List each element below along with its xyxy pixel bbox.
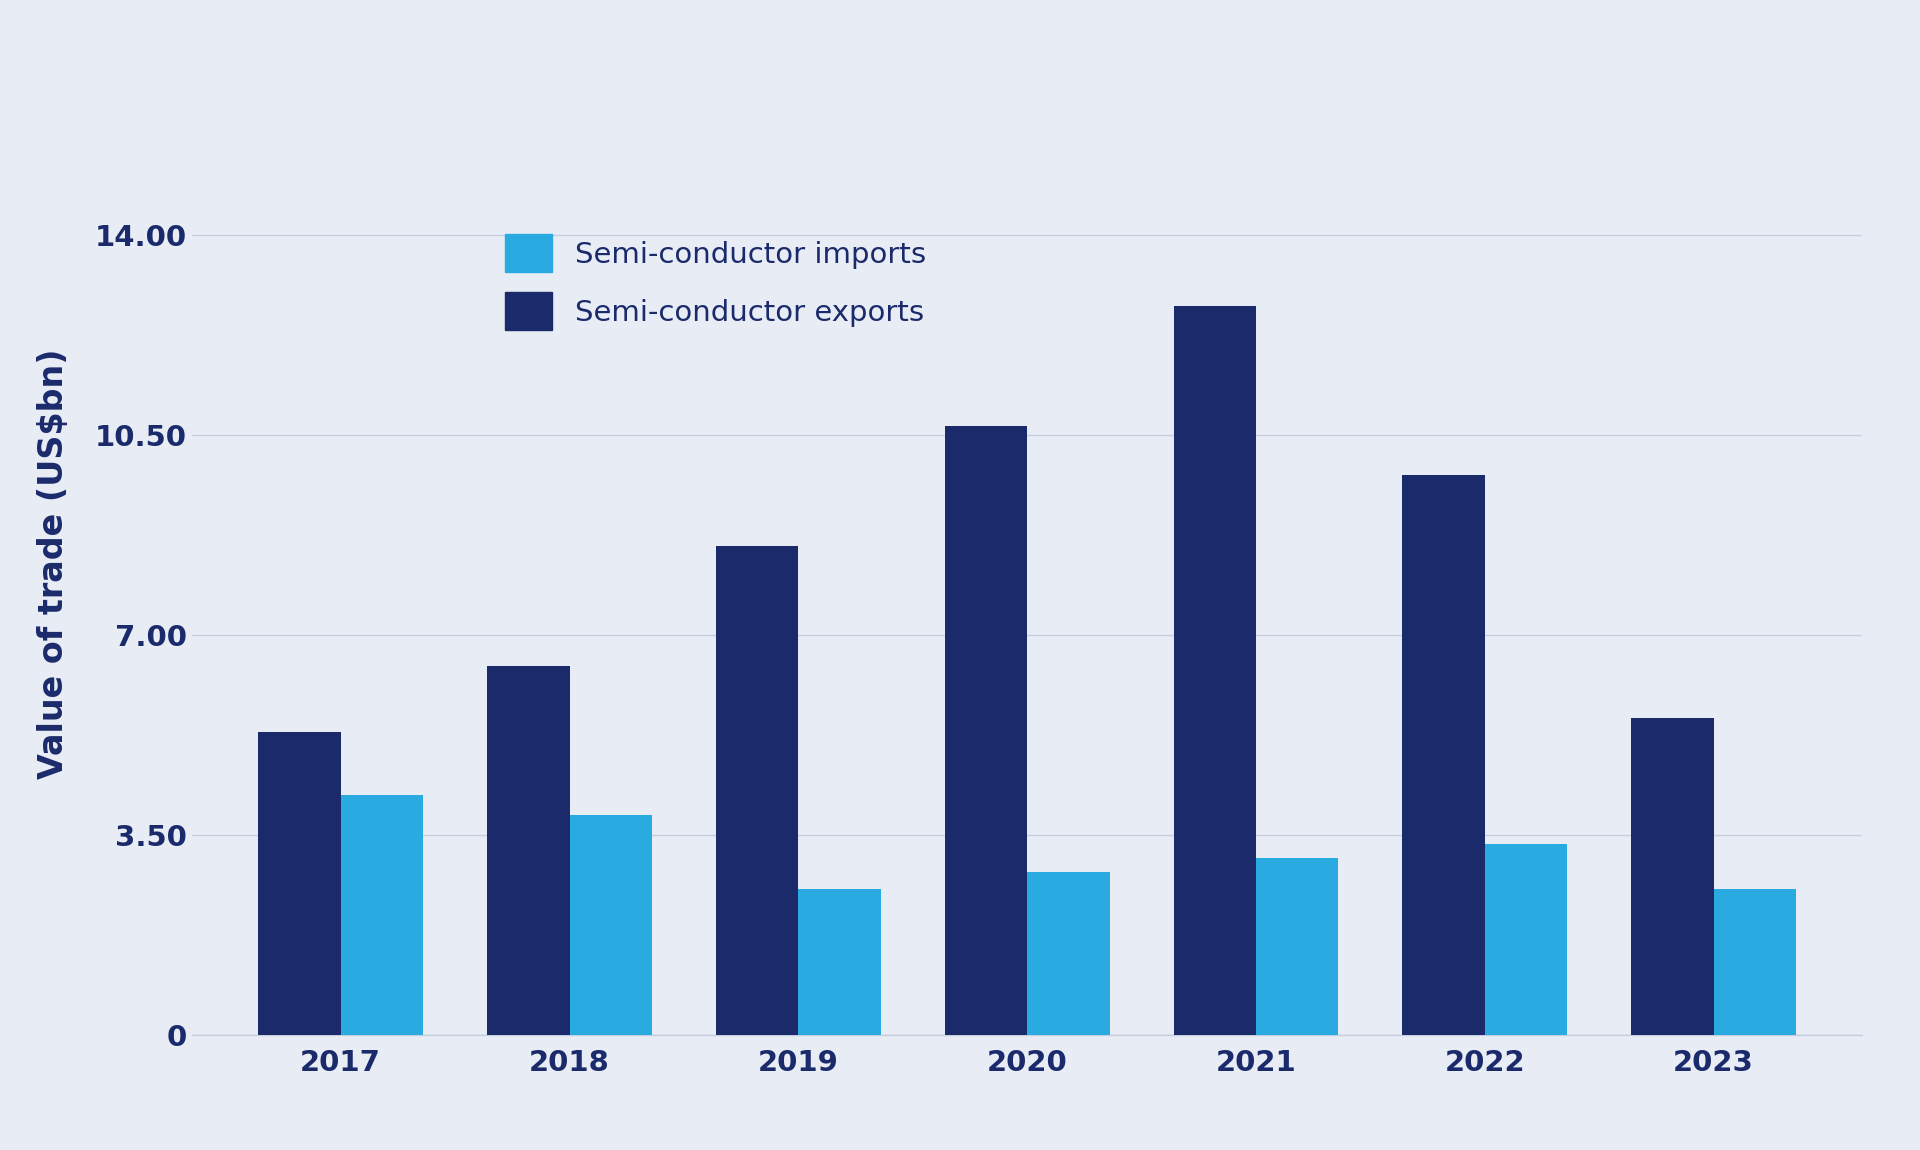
Bar [1632,718,1715,1035]
Bar [570,815,653,1035]
Legend: Semi-conductor imports, Semi-conductor exports: Semi-conductor imports, Semi-conductor e… [490,220,941,344]
Bar [945,427,1027,1035]
Bar [1027,872,1110,1035]
Bar [488,666,570,1035]
Bar [340,795,422,1035]
Bar [1173,306,1256,1035]
Y-axis label: Value of trade (US$bn): Value of trade (US$bn) [36,348,69,779]
Bar [1256,858,1338,1035]
Bar [1402,475,1484,1035]
Bar [716,546,799,1035]
Bar [259,733,340,1035]
Bar [1484,844,1567,1035]
Bar [799,889,881,1035]
Bar [1715,889,1795,1035]
